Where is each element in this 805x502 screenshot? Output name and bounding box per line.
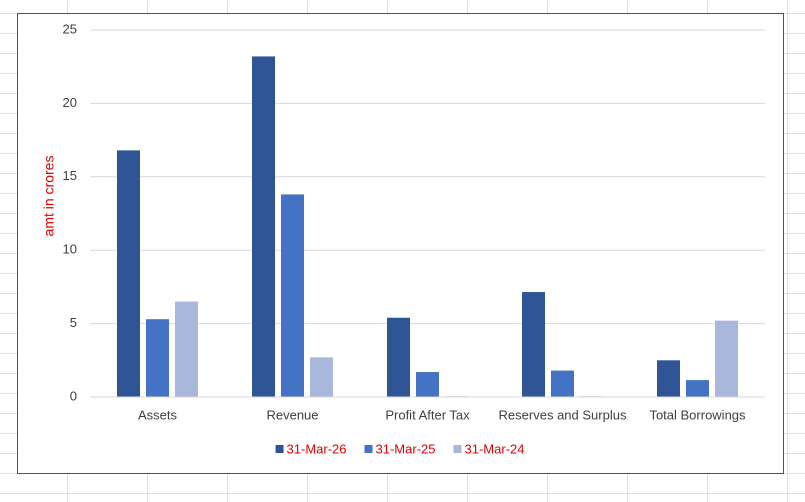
x-tick-label: Assets (138, 407, 178, 422)
y-tick-label: 15 (63, 168, 77, 183)
y-tick-label: 25 (63, 21, 77, 36)
bar (175, 301, 198, 397)
legend-label: 31-Mar-25 (376, 441, 436, 456)
bar (715, 320, 738, 397)
y-tick-label: 10 (63, 242, 77, 257)
bar (252, 56, 275, 397)
y-tick-label: 0 (70, 388, 77, 403)
bar (686, 380, 709, 397)
bar (310, 357, 333, 397)
y-tick-label: 20 (63, 95, 77, 110)
bar (387, 317, 410, 397)
bar (281, 194, 304, 397)
legend-swatch (275, 445, 284, 453)
x-tick-label: Profit After Tax (385, 407, 470, 422)
y-tick-label: 5 (70, 315, 77, 330)
bar (416, 372, 439, 397)
legend-swatch (364, 445, 373, 453)
bar (522, 292, 545, 397)
bar (657, 360, 680, 397)
x-tick-label: Reserves and Surplus (499, 407, 627, 422)
y-axis-title: amt in crores (41, 156, 57, 237)
bar (146, 319, 169, 397)
legend-label: 31-Mar-26 (287, 441, 347, 456)
legend-label: 31-Mar-24 (464, 441, 524, 456)
x-tick-label: Total Borrowings (649, 407, 746, 422)
legend-swatch (453, 445, 462, 453)
bar (117, 150, 140, 397)
x-tick-label: Revenue (266, 407, 318, 422)
bar (551, 370, 574, 397)
